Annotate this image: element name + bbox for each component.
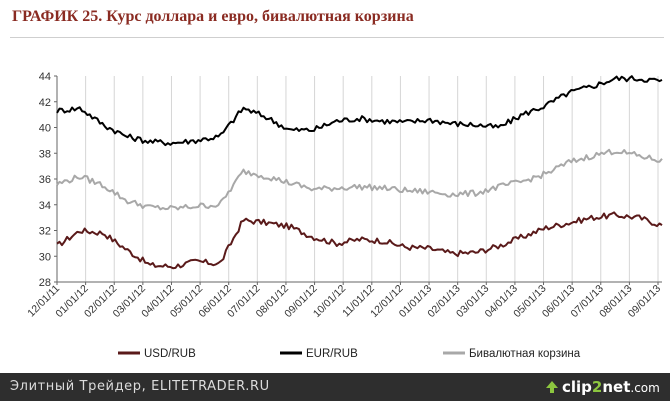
y-axis: 28 30 32 34 36 38 40 42 44 bbox=[39, 71, 58, 289]
series-lines bbox=[56, 75, 663, 270]
legend-label: EUR/RUB bbox=[306, 348, 358, 360]
up-arrow-icon bbox=[546, 381, 558, 393]
y-tick-label: 38 bbox=[39, 148, 51, 160]
source-watermark-text: Элитный Трейдер, ELITETRADER.RU bbox=[10, 379, 270, 394]
y-tick-label: 36 bbox=[39, 174, 51, 186]
y-tick-label: 34 bbox=[39, 200, 51, 212]
watermark-bar: Элитный Трейдер, ELITETRADER.RU clip2net… bbox=[0, 373, 670, 401]
y-tick-label: 30 bbox=[39, 251, 51, 263]
x-axis: 12/01/1101/01/1202/01/1203/01/1204/01/12… bbox=[25, 281, 663, 320]
logo-text: clip2net.com bbox=[562, 378, 660, 396]
legend: USD/RUB EUR/RUB Бивалютная корзина bbox=[118, 348, 581, 360]
y-tick-label: 44 bbox=[39, 71, 51, 83]
y-tick-label: 42 bbox=[39, 97, 51, 109]
series-line-1 bbox=[56, 75, 663, 147]
y-tick-label: 40 bbox=[39, 123, 51, 135]
series-line-0 bbox=[56, 211, 663, 270]
legend-label: Бивалютная корзина bbox=[469, 348, 581, 360]
title-divider bbox=[10, 37, 664, 38]
chart-title: ГРАФИК 25. Курс доллара и евро, бивалютн… bbox=[12, 8, 414, 25]
legend-label: USD/RUB bbox=[144, 348, 196, 360]
series-line-2 bbox=[56, 148, 663, 211]
clip2net-logo: clip2net.com bbox=[546, 376, 660, 398]
vertical-gridlines bbox=[56, 76, 659, 282]
y-tick-label: 32 bbox=[39, 226, 51, 238]
y-tick-label: 28 bbox=[39, 277, 51, 289]
line-chart: 28 30 32 34 36 38 40 42 44 12/01/1101/01/1202/01… bbox=[25, 71, 663, 360]
